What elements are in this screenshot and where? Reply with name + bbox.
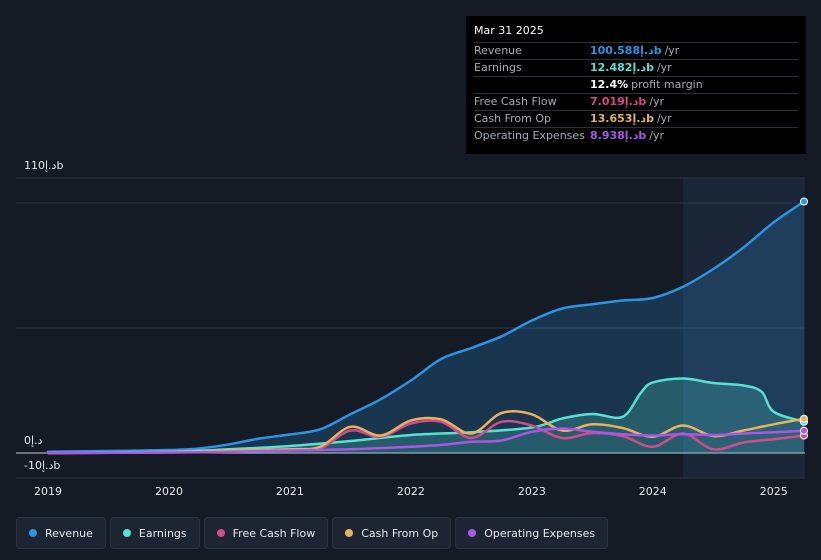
- tooltip-row-earnings: Earnings 12.482د.إb /yr: [474, 59, 798, 76]
- legend-dot-icon: [216, 529, 225, 537]
- legend-label: Free Cash Flow: [232, 526, 316, 540]
- tooltip-row-cash-from-op: Cash From Op 13.653د.إb /yr: [474, 110, 798, 127]
- x-tick-2021: 2021: [275, 485, 304, 498]
- tooltip-label: Cash From Op: [474, 112, 552, 125]
- tooltip-value: 12.482د.إb: [590, 61, 654, 74]
- revenue-end-marker: [800, 197, 808, 206]
- legend-dot-icon: [468, 529, 477, 537]
- legend-dot-icon: [345, 529, 354, 537]
- legend-item-free-cash-flow[interactable]: Free Cash Flow: [203, 517, 329, 549]
- tooltip-label: Operating Expenses: [474, 129, 585, 142]
- tooltip-value: 100.588د.إb: [590, 44, 662, 57]
- tooltip-unit: /yr: [664, 44, 680, 57]
- tooltip-value: 8.938د.إb: [590, 129, 647, 142]
- x-tick-2019: 2019: [34, 485, 62, 498]
- tooltip-date: Mar 31 2025: [474, 24, 544, 37]
- earnings-line: [46, 377, 806, 455]
- revenue-area: [48, 201, 804, 453]
- legend-item-operating-expenses[interactable]: Operating Expenses: [455, 517, 609, 549]
- legend-item-earnings[interactable]: Earnings: [109, 517, 200, 549]
- revenue-line: [46, 200, 806, 454]
- legend-dot-icon: [29, 529, 37, 537]
- data-tooltip: Mar 31 2025 Revenue 100.588د.إb /yr Earn…: [466, 16, 806, 154]
- tooltip-row-profit-margin: 12.4% profit margin: [474, 76, 798, 93]
- tooltip-value: 13.653د.إb: [590, 112, 654, 125]
- tooltip-row-revenue: Revenue 100.588د.إb /yr: [474, 42, 798, 59]
- chart-legend: Revenue Earnings Free Cash Flow Cash Fro…: [16, 517, 609, 549]
- tooltip-unit: /yr: [649, 95, 665, 108]
- tooltip-value: 12.4%: [590, 78, 629, 91]
- operating-expenses-end-marker: [800, 426, 808, 435]
- tooltip-label: [474, 77, 590, 93]
- tooltip-value: 7.019د.إb: [590, 95, 647, 108]
- legend-label: Cash From Op: [361, 526, 439, 540]
- legend-label: Earnings: [138, 526, 187, 540]
- tooltip-unit: /yr: [649, 129, 665, 142]
- x-tick-2025: 2025: [759, 485, 788, 498]
- tooltip-label: Free Cash Flow: [474, 95, 557, 108]
- tooltip-row-free-cash-flow: Free Cash Flow 7.019د.إb /yr: [474, 93, 798, 110]
- legend-label: Operating Expenses: [484, 526, 596, 540]
- y-axis-zero-label: 0د.إ: [24, 434, 43, 447]
- legend-item-cash-from-op[interactable]: Cash From Op: [332, 517, 452, 549]
- tooltip-label: Earnings: [474, 61, 522, 74]
- x-tick-2023: 2023: [517, 485, 546, 498]
- tooltip-unit: /yr: [656, 61, 672, 74]
- cash-from-op-end-marker: [800, 414, 808, 423]
- x-tick-2020: 2020: [154, 485, 183, 498]
- legend-dot-icon: [122, 529, 131, 537]
- y-axis-top-label: 110د.إb: [24, 159, 64, 172]
- x-tick-2024: 2024: [638, 485, 667, 498]
- tooltip-label: Revenue: [474, 44, 522, 57]
- tooltip-unit: profit margin: [631, 78, 703, 91]
- legend-label: Revenue: [45, 526, 93, 540]
- legend-item-revenue[interactable]: Revenue: [16, 517, 106, 549]
- x-tick-2022: 2022: [396, 485, 425, 498]
- y-axis-bottom-label: -10د.إb: [24, 459, 61, 472]
- tooltip-unit: /yr: [656, 112, 672, 125]
- tooltip-row-operating-expenses: Operating Expenses 8.938د.إb /yr: [474, 127, 798, 144]
- operating-expenses-line: [46, 427, 806, 455]
